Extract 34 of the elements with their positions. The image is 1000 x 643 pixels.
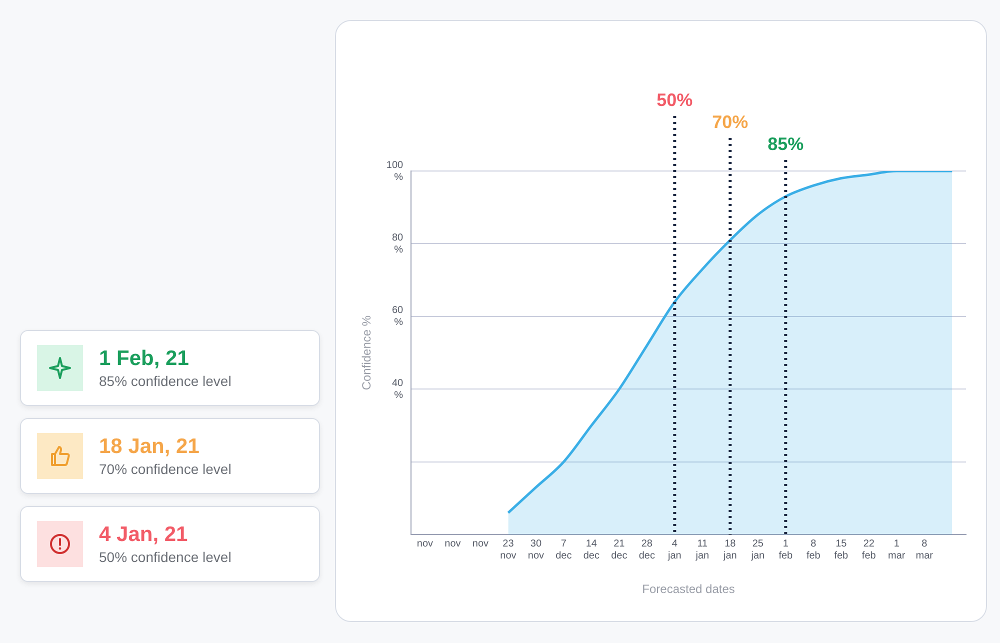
x-tick-label: 22 feb xyxy=(862,538,876,562)
x-tick-label: 14 dec xyxy=(583,538,600,562)
y-tick-label: 40 % xyxy=(392,378,404,401)
x-tick-label: 25 jan xyxy=(750,538,765,562)
x-tick-label: 8 feb xyxy=(806,538,821,562)
x-tick-label: nov xyxy=(472,538,489,550)
x-axis-title: Forecasted dates xyxy=(642,582,735,596)
x-tick-label: 23 nov xyxy=(500,538,516,562)
x-tick-label: 7 dec xyxy=(556,538,572,562)
x-tick-label: 1 feb xyxy=(778,538,794,562)
x-tick-label: nov xyxy=(416,538,434,550)
x-tick-label: 8 mar xyxy=(916,538,934,562)
x-tick-label: nov xyxy=(444,538,461,550)
text: 4 Jan, 21 xyxy=(99,523,189,547)
text: 1 Feb, 21 xyxy=(99,347,190,371)
ref-line-label: 70% xyxy=(712,112,748,132)
x-tick-label: 21 dec xyxy=(611,538,628,562)
y-tick-label: 100 % xyxy=(386,160,404,183)
x-tick-label: 18 jan xyxy=(722,538,737,562)
y-tick-label: 80 % xyxy=(392,232,404,256)
x-tick-label: 4 jan xyxy=(666,538,682,562)
y-axis-title: Confidence % xyxy=(360,315,374,390)
ref-line-label: 85% xyxy=(768,134,804,154)
x-tick-label: 11 jan xyxy=(694,538,710,562)
x-tick-label: 28 dec xyxy=(638,538,655,562)
x-tick-label: 1 mar xyxy=(888,538,906,562)
y-tick-label: 60 % xyxy=(392,305,404,328)
text: 50% confidence level xyxy=(99,549,232,565)
text: 70% confidence level xyxy=(99,461,232,477)
x-tick-label: 15 feb xyxy=(834,538,849,562)
text: 18 Jan, 21 xyxy=(99,435,200,459)
text: 85% confidence level xyxy=(99,373,232,389)
ref-line-label: 50% xyxy=(656,90,693,110)
x-tick-label: 30 nov xyxy=(528,538,544,562)
